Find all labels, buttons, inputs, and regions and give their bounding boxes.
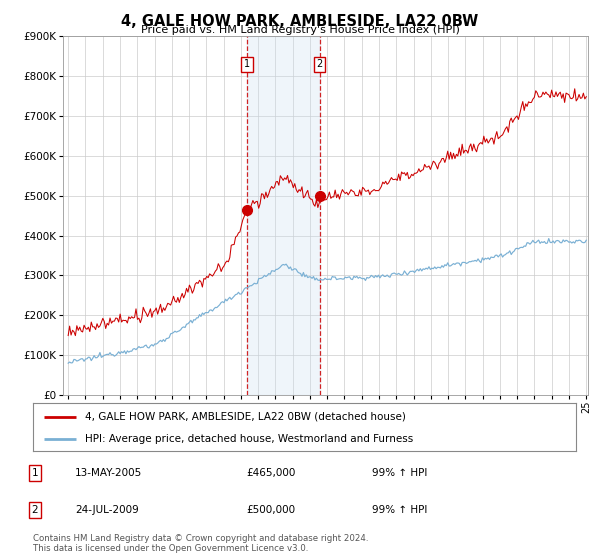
Text: 99% ↑ HPI: 99% ↑ HPI bbox=[372, 468, 427, 478]
Text: 99% ↑ HPI: 99% ↑ HPI bbox=[372, 505, 427, 515]
Text: £500,000: £500,000 bbox=[246, 505, 295, 515]
Text: HPI: Average price, detached house, Westmorland and Furness: HPI: Average price, detached house, West… bbox=[85, 434, 413, 444]
Text: 1: 1 bbox=[31, 468, 38, 478]
Text: 2: 2 bbox=[31, 505, 38, 515]
Text: 4, GALE HOW PARK, AMBLESIDE, LA22 0BW (detached house): 4, GALE HOW PARK, AMBLESIDE, LA22 0BW (d… bbox=[85, 412, 406, 422]
Text: 2: 2 bbox=[317, 59, 323, 69]
Text: Price paid vs. HM Land Registry's House Price Index (HPI): Price paid vs. HM Land Registry's House … bbox=[140, 25, 460, 35]
Text: 1: 1 bbox=[244, 59, 250, 69]
Bar bbox=[247, 36, 320, 395]
Text: 24-JUL-2009: 24-JUL-2009 bbox=[75, 505, 139, 515]
Text: Contains HM Land Registry data © Crown copyright and database right 2024.
This d: Contains HM Land Registry data © Crown c… bbox=[33, 534, 368, 553]
Text: 13-MAY-2005: 13-MAY-2005 bbox=[75, 468, 142, 478]
Text: 4, GALE HOW PARK, AMBLESIDE, LA22 0BW: 4, GALE HOW PARK, AMBLESIDE, LA22 0BW bbox=[121, 14, 479, 29]
Text: £465,000: £465,000 bbox=[246, 468, 295, 478]
